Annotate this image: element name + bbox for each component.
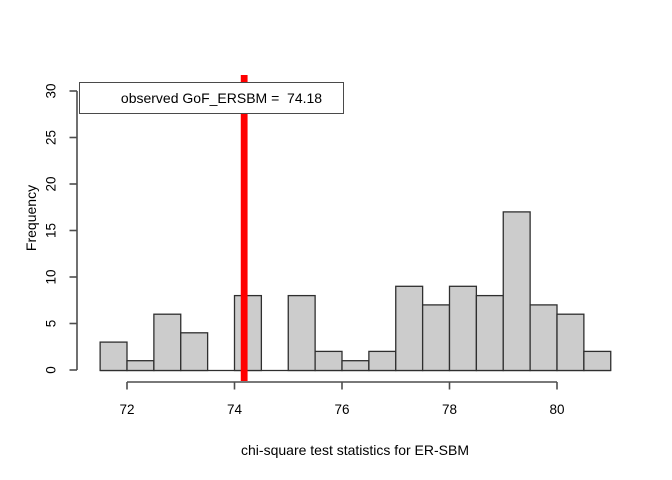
histogram-bar (341, 360, 370, 372)
x-tick-label: 76 (334, 402, 349, 417)
histogram-bar (421, 304, 451, 372)
histogram-bar (233, 294, 263, 372)
histogram-bar (475, 294, 504, 372)
histogram-bar (395, 285, 424, 372)
histogram-bar (583, 350, 612, 372)
histogram-bar (556, 313, 585, 372)
x-axis-title: chi-square test statistics for ER-SBM (241, 442, 469, 458)
y-tick-label: 15 (44, 223, 59, 238)
x-tick-label: 78 (442, 402, 457, 417)
histogram-bar (153, 313, 182, 372)
x-tick-label: 72 (119, 402, 134, 417)
y-tick-label: 20 (44, 176, 59, 191)
legend-text: observed GoF_ERSBM = 74.18 (120, 90, 323, 106)
observed-value-line (240, 75, 248, 381)
histogram-bar (529, 304, 558, 372)
histogram-bar (448, 285, 478, 372)
histogram-bar (314, 350, 343, 372)
histogram-bar (126, 360, 155, 372)
histogram-bar (180, 332, 209, 372)
y-tick-label: 30 (44, 83, 59, 98)
y-tick-label: 5 (44, 320, 59, 328)
x-tick-label: 80 (549, 402, 564, 417)
histogram-bar (99, 341, 128, 372)
histogram-bar (502, 211, 531, 372)
histogram-bar (368, 350, 397, 372)
x-tick-label: 74 (227, 402, 243, 417)
y-axis-title: Frequency (23, 184, 39, 252)
y-tick-label: 0 (44, 366, 59, 374)
y-tick-label: 25 (44, 130, 59, 145)
y-tick-label: 10 (44, 269, 59, 284)
legend-box: observed GoF_ERSBM = 74.18 (79, 82, 344, 114)
histogram-bar (287, 294, 316, 372)
